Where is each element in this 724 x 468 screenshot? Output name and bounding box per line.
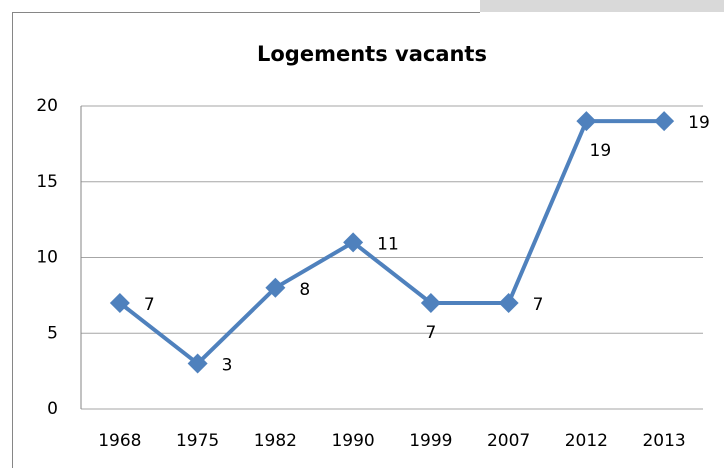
chart-title: Logements vacants [257, 42, 487, 66]
y-tick-label: 20 [36, 96, 58, 116]
y-tick-label: 0 [47, 399, 58, 419]
data-marker [343, 232, 364, 253]
chart-frame [12, 12, 480, 468]
y-tick-label: 5 [47, 323, 58, 343]
data-marker [420, 292, 441, 313]
x-tick-label: 1990 [331, 431, 374, 451]
x-tick-label: 1982 [254, 431, 297, 451]
data-line [118, 119, 665, 366]
data-label: 11 [377, 234, 399, 254]
background-panel [480, 0, 724, 12]
data-marker [187, 353, 208, 374]
data-marker [265, 277, 286, 298]
x-tick-label: 1999 [409, 431, 452, 451]
data-label: 3 [222, 356, 233, 376]
data-marker [109, 292, 130, 313]
data-label: 7 [144, 295, 155, 315]
x-tick-label: 2013 [642, 431, 685, 451]
data-label: 19 [688, 113, 710, 133]
data-marker [654, 111, 675, 132]
data-marker [576, 111, 597, 132]
x-tick-label: 2007 [487, 431, 530, 451]
x-tick-label: 1968 [98, 431, 141, 451]
x-tick-label: 1975 [176, 431, 219, 451]
data-label: 19 [590, 141, 612, 161]
y-tick-label: 10 [36, 248, 58, 268]
y-tick-label: 15 [36, 172, 58, 192]
data-marker [498, 292, 519, 313]
x-tick-label: 2012 [565, 431, 608, 451]
data-label: 7 [533, 295, 544, 315]
data-label: 8 [299, 280, 310, 300]
data-label: 7 [425, 323, 436, 343]
